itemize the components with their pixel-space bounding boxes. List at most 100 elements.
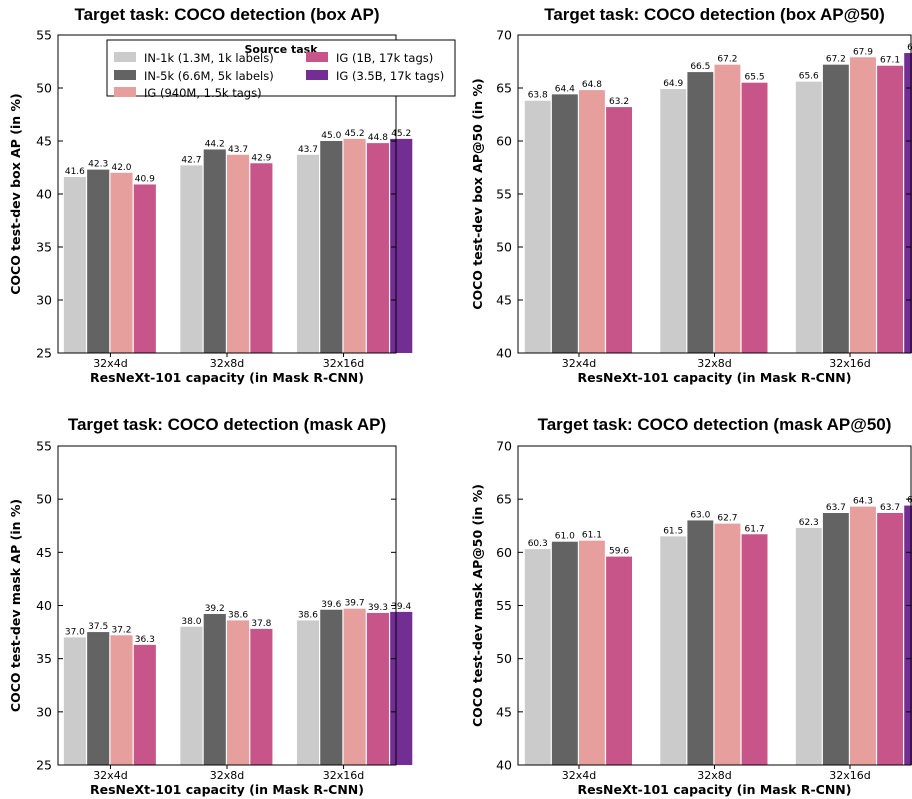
bar bbox=[296, 154, 320, 353]
bar bbox=[227, 620, 250, 765]
y-tick-label: 40 bbox=[496, 758, 512, 773]
chart-title: Target task: COCO detection (mask AP) bbox=[68, 415, 386, 434]
bar-value-label: 59.6 bbox=[609, 547, 629, 557]
y-tick-label: 60 bbox=[496, 134, 512, 149]
y-tick-label: 50 bbox=[36, 492, 52, 507]
bar-value-label: 37.8 bbox=[251, 619, 271, 629]
bar bbox=[87, 632, 110, 765]
bar-value-label: 37.5 bbox=[88, 622, 108, 632]
bar-value-label: 64.4 bbox=[907, 496, 912, 506]
legend-swatch bbox=[114, 52, 136, 62]
y-tick-label: 45 bbox=[496, 704, 512, 719]
bar-value-label: 64.3 bbox=[853, 497, 873, 507]
bar-value-label: 37.2 bbox=[111, 625, 131, 635]
x-tick-label: 32x8d bbox=[697, 357, 732, 370]
bar-value-label: 61.0 bbox=[555, 532, 575, 542]
bar-value-label: 39.3 bbox=[368, 603, 388, 613]
bar-value-label: 63.0 bbox=[690, 510, 710, 520]
bar-value-label: 38.6 bbox=[298, 610, 318, 620]
bar bbox=[524, 100, 551, 353]
bar bbox=[133, 644, 156, 765]
legend-title: Source task bbox=[244, 43, 318, 56]
bar-value-label: 41.6 bbox=[65, 167, 85, 177]
legend-box bbox=[106, 39, 456, 97]
y-tick-label: 55 bbox=[496, 598, 512, 613]
y-axis-label: COCO test-dev box AP@50 (in %) bbox=[470, 78, 485, 309]
x-tick-label: 32x4d bbox=[562, 769, 597, 782]
x-tick-label: 32x16d bbox=[323, 357, 365, 370]
bar-value-label: 43.7 bbox=[298, 145, 318, 155]
bar bbox=[714, 64, 741, 354]
bar bbox=[904, 505, 912, 765]
bar-value-label: 39.2 bbox=[205, 604, 225, 614]
bar-value-label: 42.3 bbox=[88, 160, 108, 170]
y-tick-label: 55 bbox=[36, 28, 52, 43]
x-tick-label: 32x8d bbox=[697, 769, 732, 782]
bar-value-label: 67.9 bbox=[853, 47, 873, 57]
y-axis-label: COCO test-dev box AP (in %) bbox=[8, 93, 23, 295]
bar-value-label: 61.5 bbox=[663, 526, 683, 536]
bar-value-label: 42.7 bbox=[181, 155, 201, 165]
y-tick-label: 25 bbox=[36, 346, 52, 361]
bar bbox=[227, 154, 250, 353]
bar bbox=[63, 177, 86, 353]
bar-value-label: 36.3 bbox=[135, 635, 155, 645]
bar bbox=[110, 172, 133, 353]
bar-value-label: 44.2 bbox=[205, 139, 225, 149]
x-axis-label: ResNeXt-101 capacity (in Mask R-CNN) bbox=[578, 782, 852, 797]
y-tick-label: 25 bbox=[36, 758, 52, 773]
bar-value-label: 42.9 bbox=[251, 153, 271, 163]
bar bbox=[390, 138, 413, 353]
bar-value-label: 60.3 bbox=[528, 539, 548, 549]
bar-value-label: 63.7 bbox=[880, 503, 900, 513]
bar-value-label: 61.1 bbox=[582, 531, 602, 541]
chart-title: Target task: COCO detection (box AP) bbox=[74, 5, 379, 24]
x-axis-label: ResNeXt-101 capacity (in Mask R-CNN) bbox=[90, 782, 364, 797]
bar bbox=[877, 512, 904, 765]
bar bbox=[687, 520, 714, 765]
y-tick-label: 70 bbox=[496, 28, 512, 43]
bar bbox=[904, 53, 912, 354]
legend-swatch bbox=[114, 87, 136, 97]
bar bbox=[795, 527, 822, 765]
bar bbox=[741, 82, 768, 353]
bar-value-label: 42.0 bbox=[111, 163, 131, 173]
bar-value-label: 66.5 bbox=[690, 62, 710, 72]
x-tick-label: 32x8d bbox=[210, 769, 245, 782]
bar-value-label: 68.3 bbox=[907, 43, 912, 53]
bar-value-label: 45.2 bbox=[391, 129, 411, 139]
chart-panel-3: Target task: COCO detection (mask AP) 37.… bbox=[8, 415, 413, 797]
bar bbox=[877, 65, 904, 354]
bar bbox=[578, 90, 605, 354]
bar-value-label: 38.6 bbox=[228, 610, 248, 620]
bar-value-label: 64.9 bbox=[663, 79, 683, 89]
bar-value-label: 45.0 bbox=[321, 131, 341, 141]
legend-label: IN-1k (1.3M, 1k labels) bbox=[144, 51, 274, 65]
bar-value-label: 67.2 bbox=[717, 55, 737, 65]
y-tick-label: 40 bbox=[36, 187, 52, 202]
bar-value-label: 39.7 bbox=[345, 599, 365, 609]
y-tick-label: 30 bbox=[36, 704, 52, 719]
bar-value-label: 40.9 bbox=[135, 174, 155, 184]
bar bbox=[606, 107, 632, 353]
chart-panel-1: Target task: COCO detection (box AP) 41.6… bbox=[8, 5, 413, 385]
bar bbox=[795, 81, 822, 353]
y-tick-label: 50 bbox=[496, 240, 512, 255]
y-tick-label: 55 bbox=[496, 187, 512, 202]
bar-value-label: 67.2 bbox=[826, 55, 846, 65]
bar bbox=[250, 628, 273, 765]
y-tick-label: 60 bbox=[496, 545, 512, 560]
y-tick-label: 40 bbox=[36, 598, 52, 613]
y-tick-label: 45 bbox=[496, 293, 512, 308]
x-tick-label: 32x4d bbox=[93, 357, 128, 370]
legend-label: IN-5k (6.6M, 5k labels) bbox=[144, 69, 274, 83]
legend-swatch bbox=[114, 70, 136, 80]
chart-title: Target task: COCO detection (mask AP@50) bbox=[538, 415, 892, 434]
bar-value-label: 37.0 bbox=[65, 627, 85, 637]
bar bbox=[203, 149, 226, 353]
bar bbox=[366, 612, 389, 765]
x-tick-label: 32x16d bbox=[323, 769, 365, 782]
legend-swatch bbox=[306, 70, 328, 80]
